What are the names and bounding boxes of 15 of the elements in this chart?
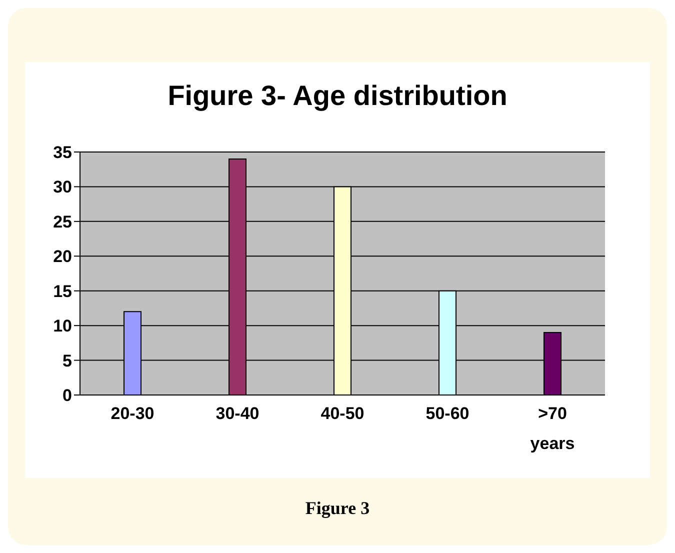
- y-tick-label: 30: [53, 178, 72, 197]
- y-tick-label: 15: [53, 282, 72, 301]
- x-tick-label: 30-40: [216, 404, 260, 423]
- y-tick-label: 0: [62, 386, 72, 406]
- chart-title: Figure 3- Age distribution: [166, 80, 508, 113]
- x-tick-label: 40-50: [320, 404, 364, 423]
- x-tick-label: 50-60: [426, 404, 470, 423]
- x-tick-label: >70 years: [530, 404, 575, 453]
- y-tick-label: 20: [53, 247, 72, 266]
- x-tick-label: 20-30: [110, 404, 154, 423]
- y-tick-label: 10: [53, 316, 72, 336]
- y-tick-label: 25: [53, 212, 72, 232]
- y-tick-label: 5: [62, 351, 72, 370]
- caption: Figure 3: [304, 498, 371, 519]
- y-tick-label: 35: [53, 143, 72, 162]
